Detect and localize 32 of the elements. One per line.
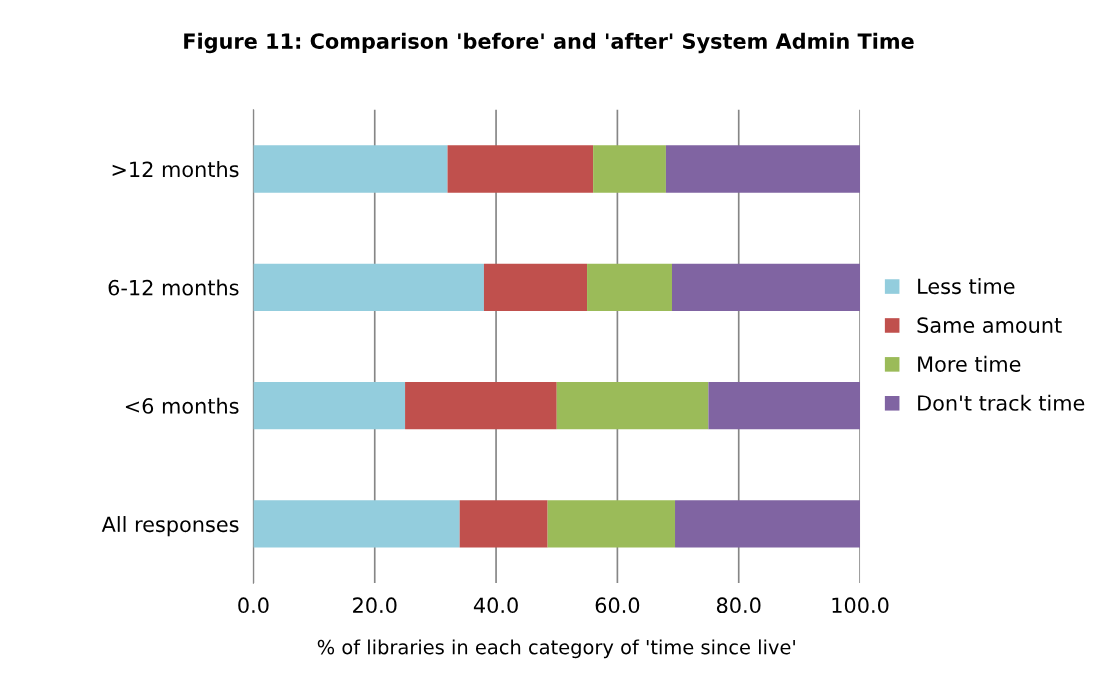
bar bbox=[483, 263, 588, 311]
legend-label: Same amount bbox=[917, 317, 1062, 334]
legend-label: Don't track time bbox=[918, 394, 1085, 411]
x-axis-title: % of libraries in each category of 'time since live' bbox=[317, 639, 795, 659]
bar bbox=[253, 500, 460, 548]
legend-label: More time bbox=[918, 355, 1021, 372]
bar bbox=[459, 500, 548, 548]
bar bbox=[587, 263, 672, 311]
legend-label: Less time bbox=[918, 278, 1015, 295]
y-tick-label: 6-12 months bbox=[108, 279, 239, 296]
bar bbox=[447, 145, 594, 193]
y-tick-label: <6 months bbox=[125, 397, 239, 414]
bar bbox=[253, 263, 484, 311]
x-tick-label: 40.0 bbox=[473, 597, 518, 614]
bar bbox=[593, 145, 666, 193]
x-tick-label: 0.0 bbox=[238, 597, 269, 614]
chart-title: Figure 11: Comparison 'before' and 'after' System Admin Time bbox=[184, 32, 914, 54]
x-tick-label: 80.0 bbox=[716, 597, 761, 614]
bar bbox=[556, 381, 709, 430]
bar bbox=[547, 500, 676, 548]
y-tick-label: >12 months bbox=[112, 161, 239, 178]
bar bbox=[253, 145, 448, 193]
bar bbox=[675, 500, 861, 548]
x-tick-label: 20.0 bbox=[353, 597, 397, 614]
bar bbox=[708, 381, 861, 430]
bar bbox=[405, 381, 557, 430]
bar bbox=[253, 381, 406, 430]
bar bbox=[671, 263, 861, 311]
x-tick-label: 100.0 bbox=[832, 597, 889, 614]
y-tick-label: All responses bbox=[101, 516, 239, 537]
bar bbox=[665, 145, 861, 193]
x-tick-label: 60.0 bbox=[595, 597, 640, 614]
